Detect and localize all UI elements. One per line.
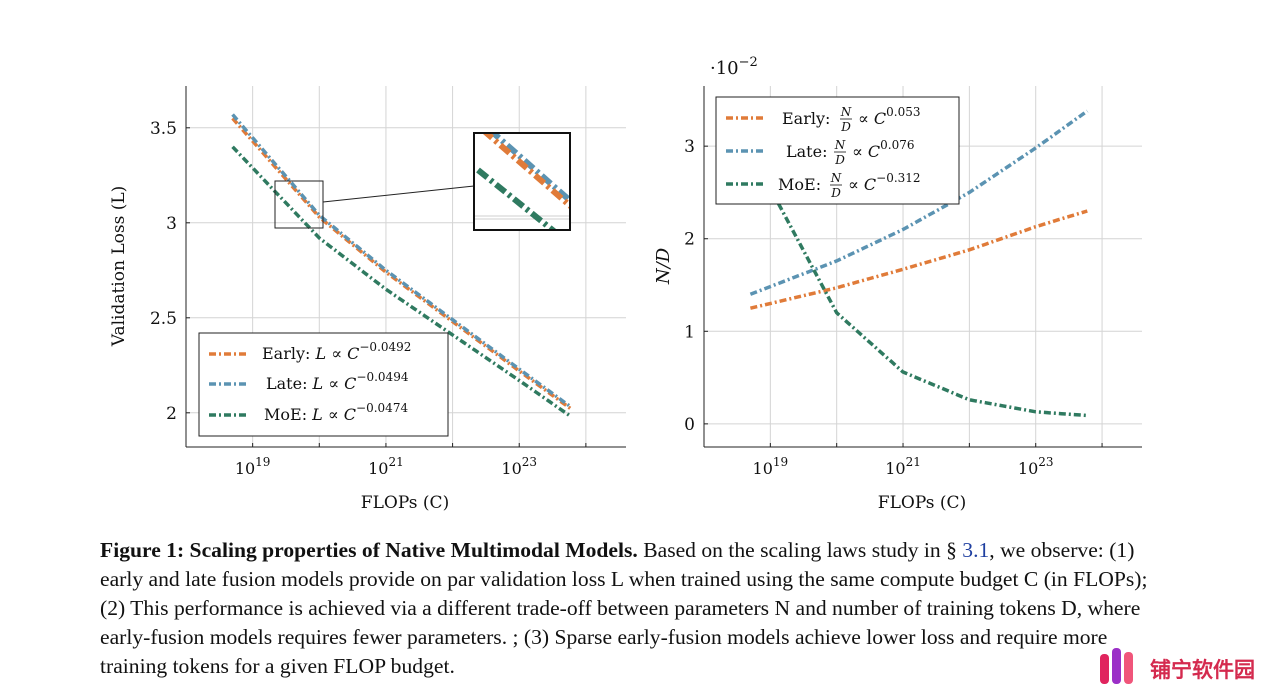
ratio-chart-x-tick-label: 1023 [1018, 455, 1054, 478]
zoom-inset-background [474, 133, 570, 230]
loss-chart: 1019 1021 1023 2 2.5 3 3.5 Early: L ∝ C−0.0492… [109, 86, 626, 513]
caption-label: Figure 1: Scaling properties of Native M… [100, 538, 638, 562]
ratio-chart-series-line-1 [749, 109, 1089, 296]
legend-fraction-den: D [834, 153, 845, 167]
loss-chart-series-line-1 [231, 113, 573, 409]
ratio-chart-series-line-2 [748, 149, 1088, 418]
loss-chart-ticks: 1019 1021 1023 2 2.5 3 3.5 [150, 119, 587, 478]
legend-label-late: Late: L ∝ C−0.0494 [266, 370, 409, 393]
ratio-chart-series [748, 109, 1089, 418]
loss-chart-series [231, 113, 573, 419]
ratio-chart: 1019 1021 1023 0 1 2 3 ·10−2 Early: N D ∝ C0.0… [653, 55, 1142, 513]
loss-chart-legend: Early: L ∝ C−0.0492 Late: L ∝ C−0.0494 M… [198, 332, 449, 437]
loss-chart-x-tick-label: 1023 [501, 455, 537, 478]
legend-fraction-num: N [830, 171, 842, 185]
ratio-chart-x-label: FLOPs (C) [878, 493, 966, 513]
ratio-chart-multiplier: ·10−2 [710, 55, 758, 79]
ratio-chart-y-tick-label: 1 [684, 322, 695, 342]
legend-label-moe: MoE: L ∝ C−0.0474 [264, 401, 408, 424]
legend-expr: ∝ C−0.312 [848, 171, 921, 194]
loss-chart-y-tick-label: 3.5 [150, 119, 177, 139]
legend-fraction-den: D [830, 186, 841, 200]
zoom-series-early [481, 133, 570, 210]
caption-text: , we observe: (1) early and late fusion … [100, 538, 1148, 678]
ratio-chart-y-label: N/D [653, 247, 674, 285]
zoom-inset [474, 133, 570, 230]
watermark: 铺宁软件园 [1098, 644, 1278, 688]
ratio-chart-y-tick-label: 2 [684, 230, 695, 250]
loss-chart-x-tick-label: 1019 [235, 455, 271, 478]
loss-chart-y-tick-label: 2 [166, 404, 177, 424]
ratio-chart-x-tick-label: 1021 [885, 455, 921, 478]
legend-fraction-num: N [840, 105, 852, 119]
caption-text: Based on the scaling laws study in § [637, 538, 963, 562]
watermark-logo-icon [1100, 648, 1133, 684]
loss-chart-x-tick-label: 1021 [368, 455, 404, 478]
legend-label-early: Early: L ∝ C−0.0492 [262, 340, 411, 363]
legend-expr: ∝ C0.053 [858, 105, 921, 128]
ratio-chart-ticks: 1019 1021 1023 0 1 2 3 [684, 137, 1103, 478]
zoom-inset-frame [473, 132, 571, 231]
zoom-series-moe [476, 167, 558, 230]
loss-chart-x-label: FLOPs (C) [361, 493, 449, 513]
legend-label-early: Early: [782, 109, 830, 128]
watermark-text: 铺宁软件园 [1150, 658, 1255, 682]
legend-fraction-den: D [840, 120, 851, 134]
ratio-chart-y-tick-label: 3 [684, 137, 695, 157]
loss-chart-y-tick-label: 2.5 [150, 309, 177, 329]
legend-label-late: Late: [786, 142, 827, 161]
zoom-connector [322, 185, 475, 203]
ratio-chart-x-tick-label: 1019 [753, 455, 789, 478]
zoom-source-box [274, 180, 324, 229]
legend-fraction-num: N [834, 138, 846, 152]
loss-chart-series-line-2 [231, 145, 573, 419]
loss-chart-y-tick-label: 3 [166, 214, 177, 234]
section-reference-link[interactable]: 3.1 [962, 538, 990, 562]
ratio-chart-series-line-0 [749, 209, 1088, 310]
legend-expr: ∝ C0.076 [852, 138, 915, 161]
zoom-series-late [488, 133, 570, 205]
loss-chart-y-label: Validation Loss (L) [109, 186, 129, 348]
ratio-chart-legend: Early: N D ∝ C0.053 Late: N D ∝ C0.076 M… [715, 96, 960, 205]
legend-label-moe: MoE: [778, 175, 821, 194]
ratio-chart-y-tick-label: 0 [684, 415, 695, 435]
figure-caption: Figure 1: Scaling properties of Native M… [100, 536, 1164, 681]
